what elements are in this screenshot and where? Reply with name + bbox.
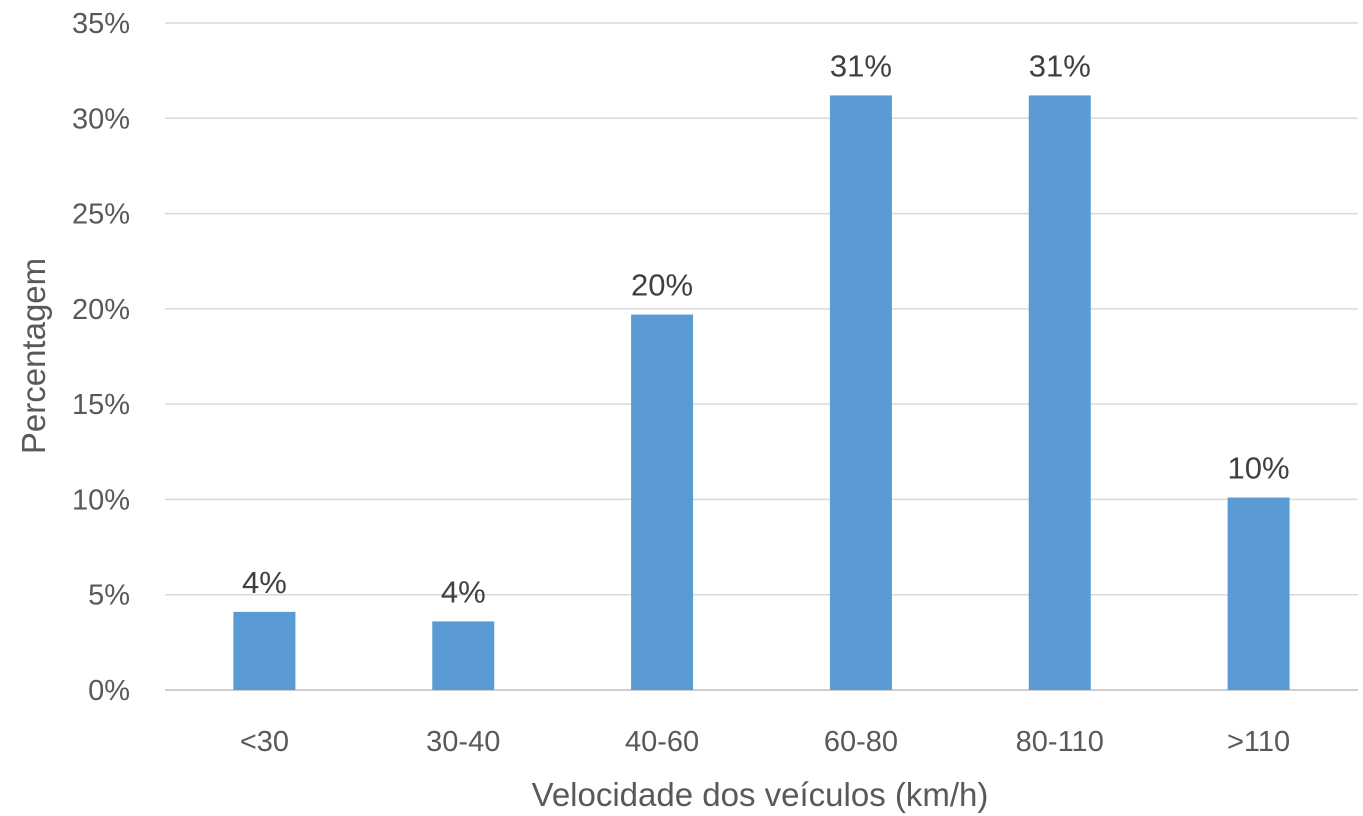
data-labels: 4% 4% 20% 31% 31% 10% bbox=[242, 48, 1290, 609]
bar bbox=[1227, 497, 1290, 690]
bar bbox=[631, 314, 694, 690]
y-tick-label: 25% bbox=[72, 199, 130, 231]
bar bbox=[233, 611, 296, 690]
y-tick-label: 35% bbox=[72, 8, 130, 40]
data-label: 31% bbox=[830, 48, 892, 83]
y-tick-label: 30% bbox=[72, 103, 130, 135]
y-tick-label: 0% bbox=[88, 675, 130, 707]
data-label: 10% bbox=[1228, 451, 1290, 486]
x-tick-label: <30 bbox=[240, 726, 289, 758]
data-label: 4% bbox=[441, 574, 486, 609]
data-label: 4% bbox=[242, 565, 287, 600]
x-tick-label: >110 bbox=[1227, 726, 1290, 758]
x-tick-label: 40-60 bbox=[625, 726, 699, 758]
bars bbox=[233, 95, 1290, 691]
y-tick-label: 20% bbox=[72, 294, 130, 326]
y-axis-title: Percentagem bbox=[15, 258, 52, 454]
x-tick-label: 30-40 bbox=[426, 726, 500, 758]
gridlines bbox=[165, 22, 1358, 691]
y-tick-label: 10% bbox=[72, 484, 130, 516]
y-axis-tick-labels: 0% 5% 10% 15% 20% 25% 30% 35% bbox=[72, 8, 130, 707]
x-axis-title: Velocidade dos veículos (km/h) bbox=[532, 776, 989, 813]
data-label: 20% bbox=[631, 268, 693, 303]
data-label: 31% bbox=[1029, 48, 1091, 83]
x-axis-tick-labels: <30 30-40 40-60 60-80 80-110 >110 bbox=[240, 726, 1290, 758]
bar bbox=[1028, 95, 1091, 691]
x-tick-label: 60-80 bbox=[824, 726, 898, 758]
y-tick-label: 5% bbox=[88, 580, 130, 612]
x-tick-label: 80-110 bbox=[1016, 726, 1104, 758]
bar bbox=[432, 621, 495, 690]
y-tick-label: 15% bbox=[72, 389, 130, 421]
bar bbox=[829, 95, 892, 691]
